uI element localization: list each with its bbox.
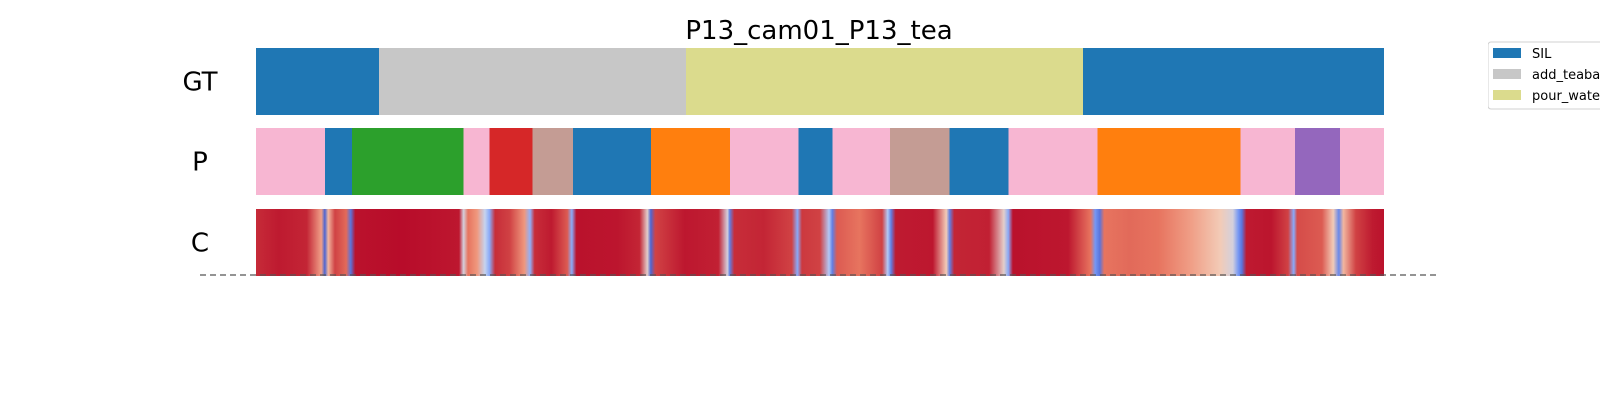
chart-title: P13_cam01_P13_tea bbox=[685, 16, 952, 46]
segment-p-15 bbox=[1240, 128, 1295, 195]
segment-p-16 bbox=[1294, 128, 1341, 195]
segment-p-10 bbox=[832, 128, 890, 195]
segment-p-11 bbox=[889, 128, 950, 195]
row-p: P bbox=[192, 128, 1384, 195]
segment-gt-0 bbox=[256, 48, 379, 115]
timeline-rows: GT P C bbox=[182, 48, 1384, 276]
segment-gt-3 bbox=[1082, 48, 1384, 115]
segment-p-0 bbox=[256, 128, 325, 195]
segment-p-13 bbox=[1008, 128, 1098, 195]
segment-p-8 bbox=[729, 128, 799, 195]
legend-swatch-add-teaba bbox=[1493, 69, 1521, 79]
segment-p-12 bbox=[949, 128, 1009, 195]
segment-p-6 bbox=[572, 128, 651, 195]
row-label-p: P bbox=[192, 148, 208, 178]
legend-swatch-sil bbox=[1493, 48, 1521, 58]
row-label-gt: GT bbox=[182, 68, 217, 98]
segment-p-2 bbox=[351, 128, 464, 195]
segment-gt-2 bbox=[685, 48, 1083, 115]
row-gt: GT bbox=[182, 48, 1384, 115]
segment-p-5 bbox=[532, 128, 573, 195]
segment-p-4 bbox=[489, 128, 533, 195]
legend-swatch-pour-wate bbox=[1493, 90, 1521, 100]
legend-label-pour-wate: pour_wate bbox=[1532, 89, 1600, 104]
row-c: C bbox=[191, 209, 1384, 276]
segment-p-14 bbox=[1097, 128, 1241, 195]
legend-label-sil: SIL bbox=[1532, 47, 1552, 62]
segment-p-3 bbox=[463, 128, 490, 195]
legend-label-add-teaba: add_teaba bbox=[1532, 68, 1600, 83]
segment-gt-1 bbox=[378, 48, 686, 115]
segment-p-17 bbox=[1340, 128, 1384, 195]
row-label-c: C bbox=[191, 229, 209, 259]
legend: SIL add_teaba pour_wate bbox=[1488, 41, 1600, 110]
segment-p-9 bbox=[798, 128, 833, 195]
segment-p-1 bbox=[324, 128, 352, 195]
segment-p-7 bbox=[650, 128, 730, 195]
confidence-strip bbox=[256, 209, 1384, 276]
